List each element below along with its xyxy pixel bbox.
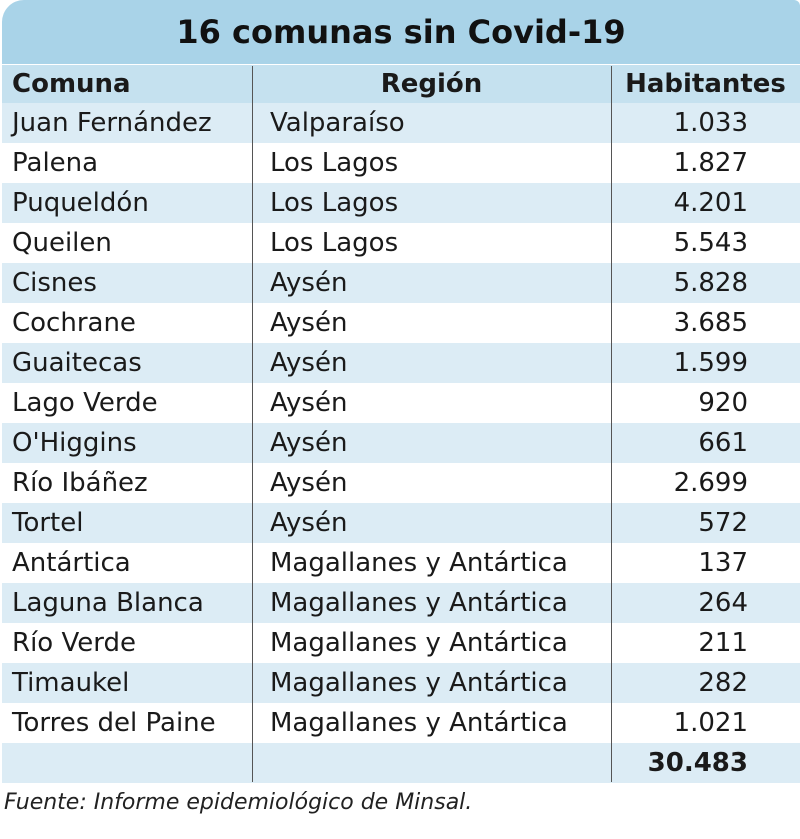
table-row: Río Ibáñez Aysén 2.699 <box>2 463 800 503</box>
cell-region: Aysén <box>270 508 348 538</box>
cell-comuna: Laguna Blanca <box>12 588 204 618</box>
cell-comuna: Tortel <box>12 508 84 538</box>
table-row: Lago Verde Aysén 920 <box>2 383 800 423</box>
table-header-row: Comuna Región Habitantes <box>2 65 800 103</box>
cell-comuna: Cochrane <box>12 308 136 338</box>
cell-comuna: Cisnes <box>12 268 97 298</box>
total-value: 30.483 <box>647 748 748 778</box>
table-row: Juan Fernández Valparaíso 1.033 <box>2 103 800 143</box>
cell-comuna: Queilen <box>12 228 112 258</box>
comunas-table: Comuna Región Habitantes Juan Fernández V… <box>2 65 800 783</box>
cell-habitantes: 920 <box>698 388 748 418</box>
table-row: Puqueldón Los Lagos 4.201 <box>2 183 800 223</box>
table-row: Torres del Paine Magallanes y Antártica 1.… <box>2 703 800 743</box>
cell-habitantes: 282 <box>698 668 748 698</box>
cell-habitantes: 1.033 <box>673 108 748 138</box>
table-row: Guaitecas Aysén 1.599 <box>2 343 800 383</box>
cell-comuna: Palena <box>12 148 99 178</box>
cell-region: Magallanes y Antártica <box>270 628 568 658</box>
column-header-comuna: Comuna <box>12 69 131 99</box>
column-divider <box>611 66 612 782</box>
table-row: Queilen Los Lagos 5.543 <box>2 223 800 263</box>
cell-habitantes: 137 <box>698 548 748 578</box>
table-row: Cochrane Aysén 3.685 <box>2 303 800 343</box>
cell-comuna: Río Verde <box>12 628 136 658</box>
cell-comuna: Antártica <box>12 548 131 578</box>
cell-habitantes: 211 <box>698 628 748 658</box>
cell-habitantes: 3.685 <box>673 308 748 338</box>
cell-region: Valparaíso <box>270 108 405 138</box>
table-row: Tortel Aysén 572 <box>2 503 800 543</box>
cell-region: Magallanes y Antártica <box>270 708 568 738</box>
cell-region: Aysén <box>270 268 348 298</box>
table-row: Laguna Blanca Magallanes y Antártica 264 <box>2 583 800 623</box>
table-row: Cisnes Aysén 5.828 <box>2 263 800 303</box>
cell-comuna: Guaitecas <box>12 348 142 378</box>
cell-region: Los Lagos <box>270 228 399 258</box>
cell-comuna: Río Ibáñez <box>12 468 148 498</box>
table-row: Timaukel Magallanes y Antártica 282 <box>2 663 800 703</box>
column-divider <box>252 66 253 782</box>
cell-region: Los Lagos <box>270 148 399 178</box>
source-note: Fuente: Informe epidemiológico de Minsal… <box>4 790 473 815</box>
cell-region: Magallanes y Antártica <box>270 588 568 618</box>
table-title: 16 comunas sin Covid-19 <box>2 0 800 64</box>
cell-habitantes: 4.201 <box>673 188 748 218</box>
cell-region: Aysén <box>270 348 348 378</box>
cell-habitantes: 264 <box>698 588 748 618</box>
cell-habitantes: 1.021 <box>673 708 748 738</box>
cell-comuna: Lago Verde <box>12 388 158 418</box>
cell-region: Los Lagos <box>270 188 399 218</box>
cell-comuna: Puqueldón <box>12 188 149 218</box>
cell-habitantes: 572 <box>698 508 748 538</box>
table-row: Palena Los Lagos 1.827 <box>2 143 800 183</box>
cell-region: Aysén <box>270 468 348 498</box>
cell-comuna: Juan Fernández <box>12 108 212 138</box>
cell-region: Aysén <box>270 308 348 338</box>
column-header-region: Región <box>380 69 483 99</box>
cell-region: Aysén <box>270 388 348 418</box>
cell-habitantes: 661 <box>698 428 748 458</box>
cell-habitantes: 5.828 <box>673 268 748 298</box>
cell-region: Magallanes y Antártica <box>270 668 568 698</box>
cell-habitantes: 1.827 <box>673 148 748 178</box>
cell-comuna: O'Higgins <box>12 428 137 458</box>
table-row: Río Verde Magallanes y Antártica 211 <box>2 623 800 663</box>
cell-region: Aysén <box>270 428 348 458</box>
cell-habitantes: 1.599 <box>673 348 748 378</box>
cell-comuna: Torres del Paine <box>12 708 216 738</box>
total-row: 30.483 <box>2 743 800 783</box>
cell-region: Magallanes y Antártica <box>270 548 568 578</box>
table-row: O'Higgins Aysén 661 <box>2 423 800 463</box>
cell-habitantes: 5.543 <box>673 228 748 258</box>
cell-comuna: Timaukel <box>12 668 130 698</box>
column-header-habitantes: Habitantes <box>625 69 786 99</box>
table-row: Antártica Magallanes y Antártica 137 <box>2 543 800 583</box>
cell-habitantes: 2.699 <box>673 468 748 498</box>
